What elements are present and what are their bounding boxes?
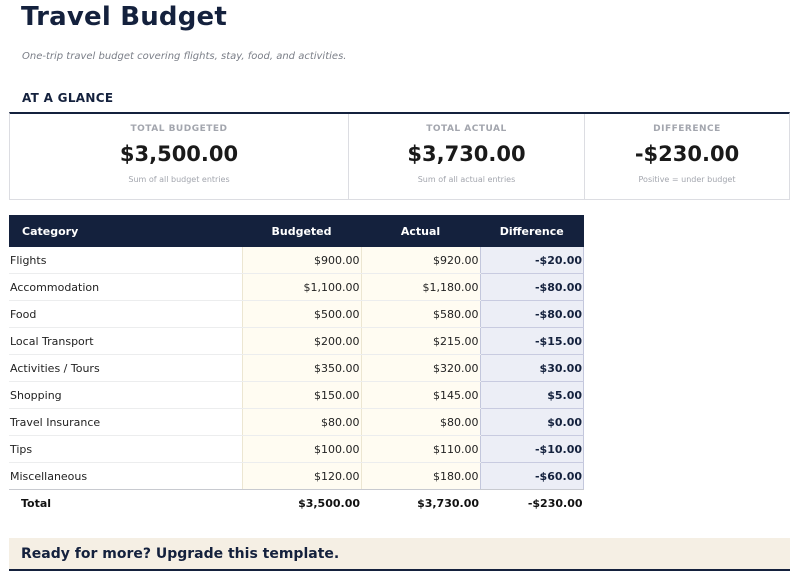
total-budgeted-card: TOTAL BUDGETED $3,500.00 Sum of all budg… (10, 114, 349, 199)
budgeted-cell[interactable]: $80.00 (241, 408, 361, 436)
actual-cell[interactable]: $110.00 (360, 435, 480, 463)
table-row: Activities / Tours $350.00 $320.00 $30.0… (9, 354, 584, 382)
category-cell[interactable]: Tips (9, 435, 242, 463)
category-cell[interactable]: Food (9, 300, 242, 328)
summary-cards: TOTAL BUDGETED $3,500.00 Sum of all budg… (9, 112, 790, 200)
budgeted-cell[interactable]: $150.00 (241, 381, 361, 409)
difference-cell: -$20.00 (479, 247, 584, 274)
column-header-actual: Actual (361, 215, 480, 247)
difference-cell: -$80.00 (479, 273, 584, 301)
difference-cell: -$60.00 (479, 462, 584, 490)
card-value: -$230.00 (634, 142, 740, 166)
table-row: Shopping $150.00 $145.00 $5.00 (9, 381, 584, 409)
card-note: Positive = under budget (638, 175, 736, 184)
actual-cell[interactable]: $1,180.00 (360, 273, 480, 301)
table-row: Travel Insurance $80.00 $80.00 $0.00 (9, 408, 584, 436)
budgeted-cell[interactable]: $100.00 (241, 435, 361, 463)
category-cell[interactable]: Shopping (9, 381, 242, 409)
budgeted-cell[interactable]: $120.00 (241, 462, 361, 490)
table-row: Flights $900.00 $920.00 -$20.00 (9, 247, 584, 274)
total-difference: -$230.00 (480, 489, 584, 517)
card-label: TOTAL BUDGETED (130, 124, 228, 134)
budgeted-cell[interactable]: $500.00 (241, 300, 361, 328)
budgeted-cell[interactable]: $350.00 (241, 354, 361, 382)
difference-cell: $30.00 (479, 354, 584, 382)
at-a-glance-heading: AT A GLANCE (22, 91, 114, 105)
difference-cell: -$10.00 (479, 435, 584, 463)
difference-cell: -$15.00 (479, 327, 584, 355)
actual-cell[interactable]: $145.00 (360, 381, 480, 409)
total-actual-card: TOTAL ACTUAL $3,730.00 Sum of all actual… (349, 114, 585, 199)
total-label: Total (9, 489, 242, 517)
total-actual: $3,730.00 (361, 489, 480, 517)
actual-cell[interactable]: $920.00 (360, 247, 480, 274)
budgeted-cell[interactable]: $200.00 (241, 327, 361, 355)
category-cell[interactable]: Travel Insurance (9, 408, 242, 436)
difference-cell: $0.00 (479, 408, 584, 436)
upgrade-text[interactable]: Ready for more? Upgrade this template. (21, 545, 340, 562)
page-subtitle: One-trip travel budget covering flights,… (22, 51, 347, 62)
actual-cell[interactable]: $320.00 (360, 354, 480, 382)
actual-cell[interactable]: $80.00 (360, 408, 480, 436)
actual-cell[interactable]: $580.00 (360, 300, 480, 328)
column-header-category: Category (9, 215, 242, 247)
card-label: DIFFERENCE (653, 124, 721, 134)
column-header-difference: Difference (480, 215, 584, 247)
column-header-budgeted: Budgeted (242, 215, 361, 247)
total-row: Total $3,500.00 $3,730.00 -$230.00 (9, 489, 584, 517)
page-title: Travel Budget (21, 2, 228, 32)
budgeted-cell[interactable]: $900.00 (241, 247, 361, 274)
card-value: $3,730.00 (407, 142, 526, 166)
difference-cell: $5.00 (479, 381, 584, 409)
card-note: Sum of all actual entries (417, 175, 516, 184)
total-budgeted: $3,500.00 (242, 489, 361, 517)
difference-cell: -$80.00 (479, 300, 584, 328)
table-row: Local Transport $200.00 $215.00 -$15.00 (9, 327, 584, 355)
category-cell[interactable]: Flights (9, 247, 242, 274)
card-label: TOTAL ACTUAL (426, 124, 507, 134)
card-note: Sum of all budget entries (128, 175, 230, 184)
difference-card: DIFFERENCE -$230.00 Positive = under bud… (585, 114, 789, 199)
actual-cell[interactable]: $215.00 (360, 327, 480, 355)
table-header-row: Category Budgeted Actual Difference (9, 215, 584, 247)
upgrade-banner[interactable]: Ready for more? Upgrade this template. (9, 538, 790, 571)
category-cell[interactable]: Local Transport (9, 327, 242, 355)
table-row: Miscellaneous $120.00 $180.00 -$60.00 (9, 462, 584, 490)
table-row: Accommodation $1,100.00 $1,180.00 -$80.0… (9, 273, 584, 301)
budgeted-cell[interactable]: $1,100.00 (241, 273, 361, 301)
category-cell[interactable]: Accommodation (9, 273, 242, 301)
category-cell[interactable]: Activities / Tours (9, 354, 242, 382)
table-row: Food $500.00 $580.00 -$80.00 (9, 300, 584, 328)
actual-cell[interactable]: $180.00 (360, 462, 480, 490)
category-cell[interactable]: Miscellaneous (9, 462, 242, 490)
card-value: $3,500.00 (119, 142, 239, 166)
table-row: Tips $100.00 $110.00 -$10.00 (9, 435, 584, 463)
budget-table: Category Budgeted Actual Difference Flig… (9, 215, 584, 517)
